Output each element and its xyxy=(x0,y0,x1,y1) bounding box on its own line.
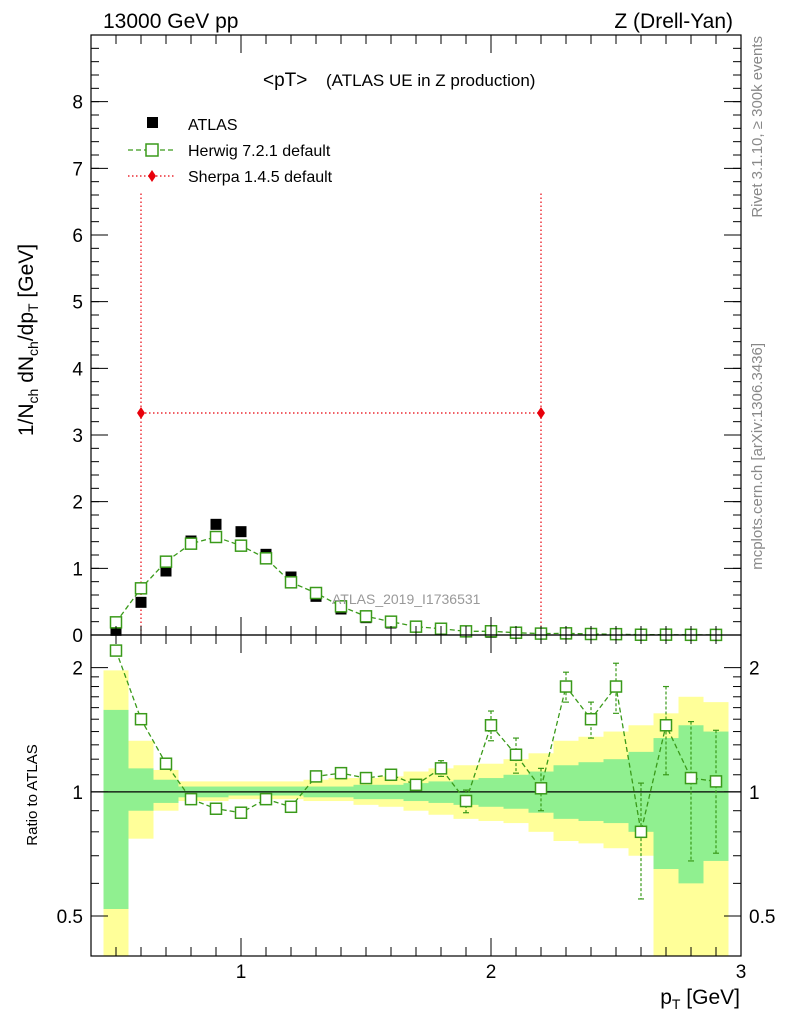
watermark: ATLAS_2019_I1736531 xyxy=(332,591,481,607)
ratio-ylabel: Ratio to ATLAS xyxy=(24,744,41,845)
legend-sherpa-marker xyxy=(148,170,156,182)
herwig-ratio-point xyxy=(409,778,423,792)
ratio-ytick-label-left: 0.5 xyxy=(57,907,83,928)
legend: ATLAS Herwig 7.2.1 default Sherpa 1.4.5 … xyxy=(128,117,333,186)
herwig-line xyxy=(115,536,717,636)
herwig-point xyxy=(359,610,373,623)
herwig-ratio-point xyxy=(334,766,348,780)
main-title: <pT> xyxy=(263,70,307,91)
band-inner xyxy=(228,786,254,796)
herwig-point xyxy=(234,539,248,552)
main-ytick-label: 4 xyxy=(72,359,83,380)
herwig-ratio-point xyxy=(634,825,648,839)
herwig-ratio-point xyxy=(659,719,673,732)
main-ytick-label: 1 xyxy=(72,559,83,580)
sherpa-point xyxy=(137,407,145,419)
header-right: Z (Drell-Yan) xyxy=(614,10,733,33)
band-inner xyxy=(128,768,154,811)
herwig-ratio-point xyxy=(184,792,198,806)
ratio-panel xyxy=(91,644,741,956)
herwig-point xyxy=(184,537,198,550)
ratio-ytick-label-right: 0.5 xyxy=(749,907,775,928)
legend-atlas-marker xyxy=(147,117,158,128)
herwig-point xyxy=(134,582,148,595)
legend-herwig-label: Herwig 7.2.1 default xyxy=(188,143,331,160)
band-inner xyxy=(103,709,129,909)
herwig-ratio-point xyxy=(359,771,373,785)
herwig-ratio-point xyxy=(209,802,223,815)
main-ylabel: 1/Nch dNch/dpT [GeV] xyxy=(15,244,41,436)
ratio-ytick-label-right: 2 xyxy=(749,659,760,680)
herwig-ratio-point xyxy=(684,771,698,785)
herwig-ratio-point xyxy=(584,712,598,726)
main-title-sub: (ATLAS UE in Z production) xyxy=(326,71,535,90)
herwig-ratio-point xyxy=(159,757,173,770)
sherpa-point xyxy=(537,407,545,419)
band-inner xyxy=(253,786,279,796)
main-ytick-label: 5 xyxy=(72,293,83,314)
herwig-ratio-point xyxy=(109,644,123,657)
band-inner xyxy=(653,738,679,870)
herwig-ratio-point xyxy=(134,712,148,726)
atlas-point xyxy=(135,596,147,608)
herwig-point xyxy=(259,552,273,565)
herwig-ratio-point xyxy=(709,775,723,788)
atlas-point xyxy=(210,518,222,530)
main-ytick-label: 0 xyxy=(72,626,83,647)
legend-herwig-marker xyxy=(145,143,159,157)
legend-atlas-label: ATLAS xyxy=(188,117,238,134)
band-inner xyxy=(603,759,629,824)
x-tick-label: 1 xyxy=(236,962,247,983)
x-tick-label: 3 xyxy=(736,962,747,983)
atlas-point xyxy=(235,526,247,538)
x-axis-label: pT [GeV] xyxy=(660,986,740,1012)
header-left: 13000 GeV pp xyxy=(103,10,238,33)
axes: 0 1 2 3 4 5 6 7 8 1 2 3 0.5 1 2 0.5 1 2 xyxy=(57,34,775,983)
main-ytick-label: 2 xyxy=(72,493,83,514)
mcplots-label: mcplots.cern.ch [arXiv:1306.3436] xyxy=(749,343,766,570)
ratio-ytick-label-left: 2 xyxy=(72,659,83,680)
herwig-ratio-point xyxy=(484,719,498,732)
herwig-ratio-point xyxy=(384,768,398,782)
main-ytick-label: 8 xyxy=(72,93,83,114)
herwig-ratio-point xyxy=(609,680,623,693)
main-ytick-label: 3 xyxy=(72,426,83,447)
herwig-ratio-point xyxy=(309,770,323,783)
legend-sherpa-label: Sherpa 1.4.5 default xyxy=(188,169,333,186)
herwig-ratio-point xyxy=(234,806,248,819)
ratio-ytick-label-right: 1 xyxy=(749,783,760,804)
herwig-ratio-point xyxy=(284,800,298,814)
herwig-ratio-point xyxy=(459,794,473,808)
herwig-point xyxy=(209,530,223,544)
band-inner xyxy=(278,786,304,796)
herwig-ratio-point xyxy=(509,748,523,762)
x-tick-label: 2 xyxy=(486,962,497,983)
herwig-point xyxy=(334,600,348,613)
herwig-point xyxy=(159,555,173,568)
main-ytick-label: 7 xyxy=(72,159,83,180)
main-ytick-label: 6 xyxy=(72,226,83,247)
rivet-label: Rivet 3.1.10, ≥ 300k events xyxy=(749,36,766,218)
herwig-point xyxy=(284,576,298,589)
herwig-ratio-point xyxy=(259,792,273,806)
ratio-ytick-label-left: 1 xyxy=(72,783,83,804)
herwig-ratio-point xyxy=(434,762,448,775)
atlas-point xyxy=(160,565,172,577)
herwig-ratio-point xyxy=(559,680,573,693)
herwig-point xyxy=(384,615,398,628)
herwig-point xyxy=(309,586,323,600)
main-panel xyxy=(109,191,723,642)
herwig-ratio-point xyxy=(534,782,548,795)
